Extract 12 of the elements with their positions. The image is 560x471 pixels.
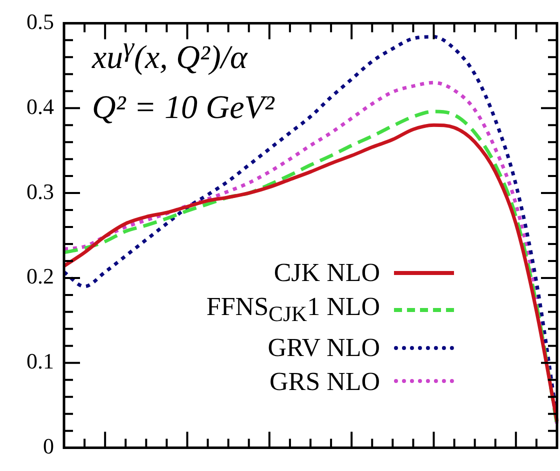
y-tick-label: 0.1: [26, 348, 54, 374]
y-tick-label: 0.5: [26, 8, 54, 34]
legend-label: CJK NLO: [274, 257, 380, 289]
y-tick-label: 0.3: [26, 178, 54, 204]
y-tick-label: 0.4: [26, 94, 54, 119]
legend-label: FFNS$_{CJK}$1 NLO: [206, 290, 380, 328]
legend-label: GRS NLO: [269, 366, 380, 398]
legend-label: GRV NLO: [268, 332, 380, 364]
y-tick-label: 0.2: [26, 264, 54, 289]
y-tick-label: 0: [43, 434, 54, 459]
annotation: Q² = 10 GeV²: [92, 89, 274, 128]
annotation: xu$^{γ}$(x, Q²)/α: [92, 30, 249, 78]
